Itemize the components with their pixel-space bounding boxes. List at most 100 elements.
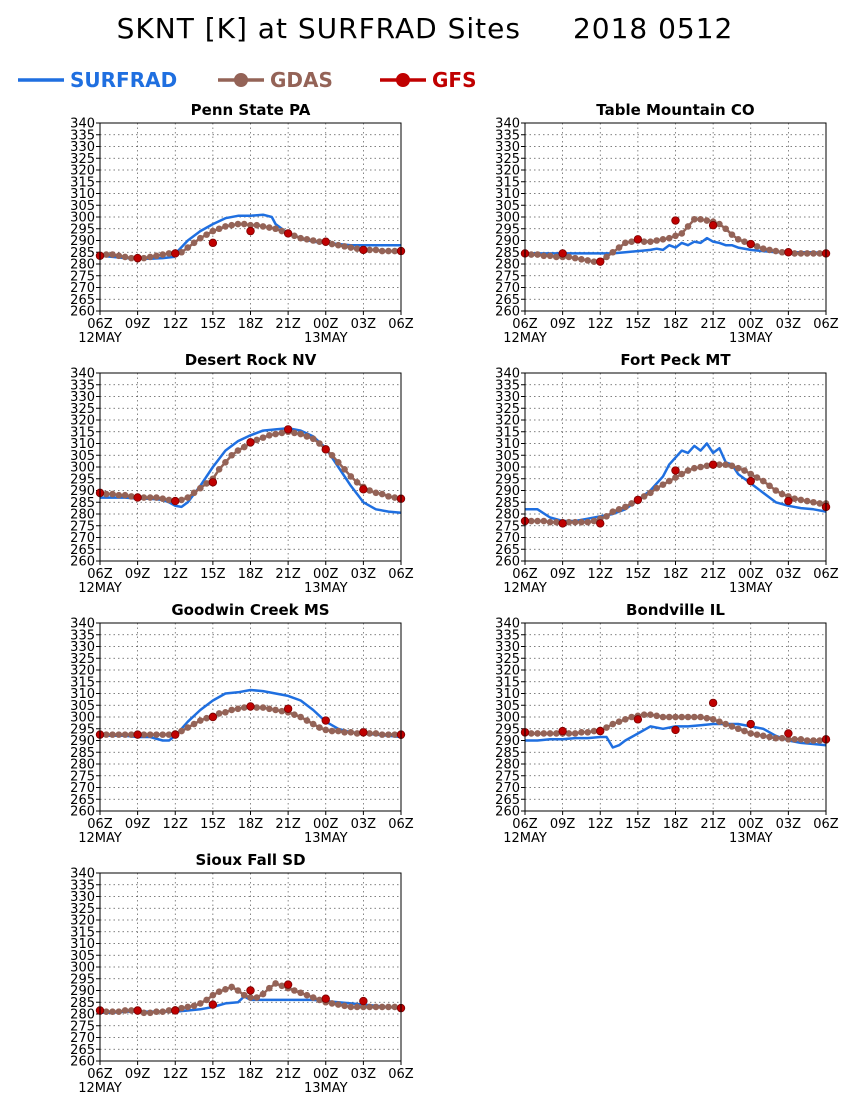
data-point	[297, 430, 304, 438]
data-point	[353, 730, 361, 737]
data-point	[240, 220, 248, 228]
y-tick-label: 260	[495, 305, 520, 320]
data-point	[647, 489, 654, 497]
y-tick-label: 340	[495, 367, 520, 382]
data-point	[722, 461, 729, 468]
y-tick-label: 295	[70, 722, 95, 737]
plot-frame	[524, 122, 827, 312]
x-tick-label: 21Z	[700, 567, 726, 582]
data-point	[578, 255, 585, 263]
date-label: 13MAY	[729, 581, 773, 596]
data-point	[791, 495, 798, 503]
title-text: SKNT [K] at SURFRAD Sites	[116, 12, 521, 45]
data-point	[184, 1003, 192, 1011]
data-point	[391, 247, 399, 255]
data-point	[278, 707, 286, 715]
data-point	[816, 737, 824, 744]
y-tick-label: 290	[70, 984, 95, 999]
y-tick-label: 270	[70, 781, 95, 796]
data-point	[722, 225, 729, 233]
data-point	[521, 517, 529, 525]
data-point	[360, 1003, 367, 1011]
data-point	[697, 713, 704, 721]
data-point	[171, 730, 179, 737]
data-point	[228, 983, 235, 991]
data-point	[360, 730, 367, 737]
panel-penn-state-pa: Penn State PA 260265270275280285290295300…	[70, 101, 414, 346]
data-point	[121, 253, 129, 261]
x-tick-label: 03Z	[351, 817, 377, 832]
y-tick-label: 290	[70, 484, 95, 499]
data-point	[527, 251, 535, 258]
data-point	[822, 500, 830, 507]
data-point	[153, 252, 160, 260]
series-line	[100, 995, 402, 1015]
data-point	[95, 488, 105, 498]
y-tick-label: 335	[495, 378, 520, 393]
data-point	[171, 249, 180, 258]
data-point	[709, 716, 717, 723]
data-point	[691, 464, 698, 472]
data-point	[328, 727, 336, 735]
data-point	[520, 728, 530, 737]
data-point	[527, 517, 535, 525]
data-point	[134, 1008, 141, 1015]
y-tick-label: 320	[495, 664, 520, 679]
data-point	[178, 1004, 185, 1012]
y-tick-label: 335	[70, 378, 95, 393]
x-tick-label: 18Z	[238, 1067, 264, 1082]
y-tick-label: 305	[70, 449, 95, 464]
y-tick-label: 260	[70, 1055, 95, 1070]
panel-title: Fort Peck MT	[620, 351, 731, 369]
data-point	[159, 1008, 167, 1015]
y-tick-label: 335	[70, 128, 95, 143]
y-tick-label: 285	[70, 496, 95, 511]
data-point	[747, 470, 755, 478]
page-title: SKNT [K] at SURFRAD Sites 2018 0512	[0, 12, 850, 45]
data-point	[716, 461, 723, 468]
data-point	[803, 497, 811, 505]
y-tick-label: 285	[495, 246, 520, 261]
data-point	[697, 216, 704, 223]
data-point	[603, 513, 610, 520]
y-tick-label: 335	[495, 128, 520, 143]
data-point	[615, 506, 623, 513]
data-point	[341, 466, 348, 473]
data-point	[283, 980, 293, 989]
data-point	[309, 435, 317, 443]
data-point	[520, 249, 530, 258]
y-tick-label: 270	[495, 781, 520, 796]
data-point	[283, 425, 293, 434]
data-point	[672, 474, 679, 481]
data-point	[778, 248, 786, 256]
data-point	[209, 991, 217, 999]
data-point	[797, 250, 805, 257]
y-tick-label: 320	[495, 414, 520, 429]
data-point	[785, 493, 792, 500]
series-line	[525, 713, 826, 742]
x-tick-label: 18Z	[238, 567, 264, 582]
y-tick-label: 280	[70, 508, 95, 523]
y-tick-label: 340	[70, 617, 95, 632]
series-line	[100, 706, 402, 738]
data-point	[366, 246, 373, 254]
data-point	[347, 1003, 355, 1011]
data-point	[171, 730, 180, 739]
data-point	[772, 247, 780, 255]
data-point	[128, 1007, 135, 1014]
data-point	[684, 713, 692, 721]
data-point	[640, 238, 648, 245]
y-tick-label: 335	[70, 878, 95, 893]
data-point	[165, 731, 173, 738]
x-tick-label: 21Z	[700, 817, 726, 832]
data-point	[297, 989, 304, 997]
data-point	[708, 221, 718, 230]
plot-frame	[99, 372, 402, 562]
data-point	[747, 730, 755, 737]
x-tick-label: 12Z	[163, 317, 189, 332]
series-gfs	[520, 216, 831, 266]
data-point	[203, 996, 210, 1004]
y-tick-label: 280	[70, 1008, 95, 1023]
y-tick-label: 315	[70, 675, 95, 690]
data-point	[366, 1003, 373, 1011]
